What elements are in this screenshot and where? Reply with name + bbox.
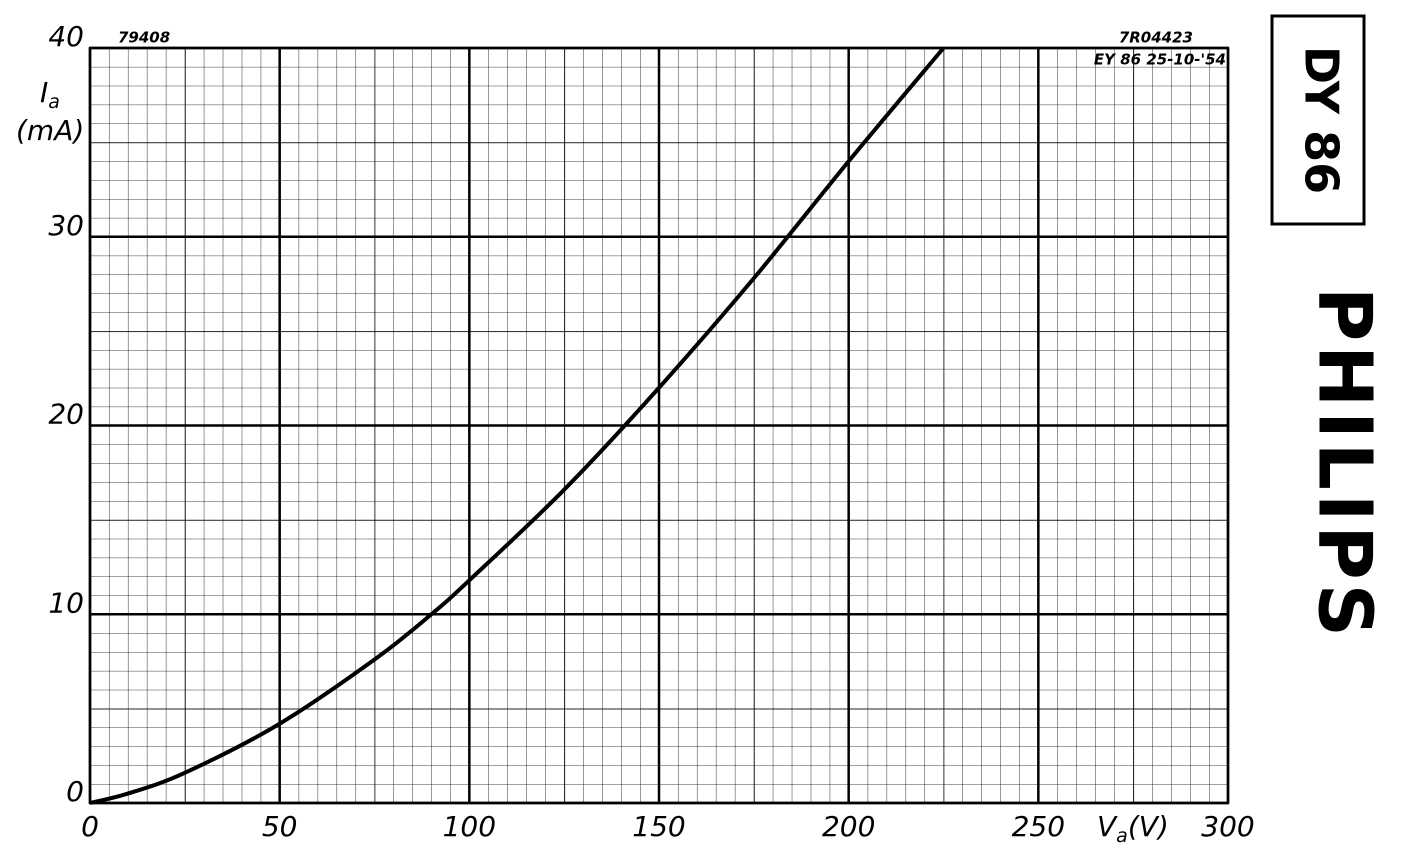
y-tick-label: 40	[48, 20, 84, 53]
brand: PHILIPS	[1301, 287, 1387, 641]
y-tick-label: 10	[48, 586, 84, 619]
annotation: 7R04423	[1119, 29, 1193, 47]
y-tick-label: 30	[48, 209, 84, 242]
x-tick-label: 100	[443, 810, 496, 843]
tube-type: DY 86	[1295, 46, 1349, 194]
x-axis-label: Va(V)	[1097, 810, 1169, 847]
y-axis-label: Ia	[40, 76, 60, 113]
y-tick-label: 20	[48, 398, 84, 431]
y-tick-label: 0	[66, 775, 84, 808]
type-box	[1270, 14, 1366, 226]
x-tick-label: 200	[822, 810, 875, 843]
x-tick-label: 150	[632, 810, 685, 843]
x-tick-label: 300	[1201, 810, 1254, 843]
x-tick-label: 250	[1012, 810, 1065, 843]
x-tick-label: 50	[262, 810, 298, 843]
curve	[89, 46, 946, 805]
annotation: EY 86 25-10-'54	[1094, 51, 1226, 69]
x-tick-label: 0	[81, 810, 99, 843]
y-axis-unit: (mA)	[16, 114, 84, 147]
annotation: 79408	[118, 29, 170, 47]
